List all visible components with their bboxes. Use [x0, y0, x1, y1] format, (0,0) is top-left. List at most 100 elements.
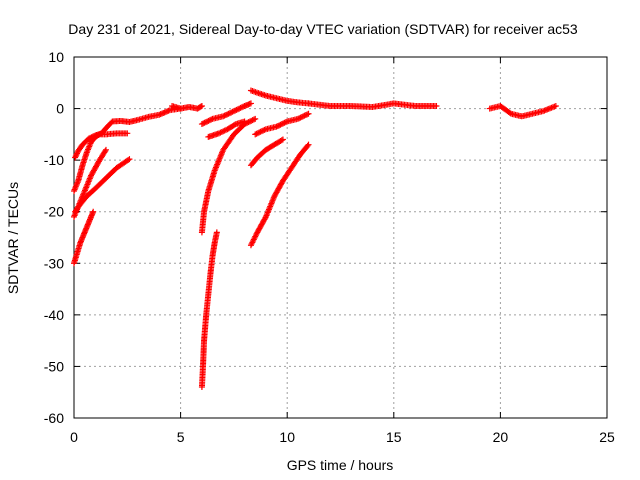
x-tick-label: 20: [493, 429, 509, 445]
data-point: [204, 118, 211, 125]
x-axis-label: GPS time / hours: [287, 457, 394, 473]
data-point: [245, 119, 252, 126]
y-tick-label: -50: [44, 358, 64, 374]
series-arc-8h-c: [247, 136, 286, 169]
series-arc-left-5: [71, 208, 97, 267]
data-point: [72, 153, 79, 160]
data-point: [298, 113, 305, 120]
data-point: [221, 112, 228, 119]
data-point: [305, 141, 312, 148]
data-point: [300, 113, 307, 120]
data-point: [198, 121, 205, 128]
data-point: [273, 123, 280, 130]
data-point: [72, 154, 79, 161]
series-arc-left-2: [71, 130, 131, 195]
data-points: [71, 87, 559, 391]
data-point: [233, 106, 240, 113]
data-point: [102, 146, 109, 153]
data-point: [241, 121, 248, 128]
data-point: [281, 119, 288, 126]
data-point: [297, 114, 304, 121]
series-arc-8h-deep: [247, 141, 312, 249]
data-point: [260, 127, 267, 134]
data-point: [277, 121, 284, 128]
data-point: [201, 119, 208, 126]
data-point: [232, 107, 239, 114]
data-point: [90, 208, 97, 215]
data-point: [231, 121, 238, 128]
data-point: [433, 102, 440, 109]
data-point: [208, 116, 215, 123]
data-point: [301, 112, 308, 119]
series-arc-20-22h: [486, 102, 559, 120]
series-arc-8h-top: [247, 87, 312, 107]
data-point: [254, 130, 261, 137]
data-point: [258, 128, 265, 135]
data-point: [125, 156, 132, 163]
plot-frame: [73, 56, 608, 419]
data-point: [228, 109, 235, 116]
data-point: [240, 103, 247, 110]
data-point: [279, 136, 286, 143]
x-tick-label: 10: [279, 429, 295, 445]
data-point: [126, 156, 133, 163]
y-tick-label: 10: [48, 49, 64, 65]
data-point: [249, 117, 256, 124]
data-point: [250, 116, 257, 123]
series-arc-8h-b: [252, 110, 312, 138]
data-point: [278, 137, 285, 144]
data-point: [198, 102, 205, 109]
data-point: [304, 142, 311, 149]
y-tick-label: -10: [44, 152, 64, 168]
data-point: [304, 111, 311, 118]
data-point: [197, 103, 204, 110]
y-tick-label: -30: [44, 255, 64, 271]
x-tick-label: 25: [599, 429, 615, 445]
data-point: [124, 130, 131, 137]
series-arc-6h-a: [198, 100, 254, 128]
x-tick-label: 5: [177, 429, 185, 445]
data-point: [95, 132, 102, 139]
series-arc-11-17h: [305, 100, 440, 111]
data-point: [246, 118, 253, 125]
data-point: [222, 112, 229, 119]
data-point: [244, 119, 251, 126]
data-point: [229, 108, 236, 115]
data-point: [202, 119, 209, 126]
data-point: [261, 126, 268, 133]
data-point: [242, 120, 249, 127]
data-point: [248, 117, 255, 124]
data-point: [296, 115, 303, 122]
chart-title: Day 231 of 2021, Sidereal Day-to-day VTE…: [68, 21, 578, 37]
data-point: [237, 104, 244, 111]
data-point: [206, 117, 213, 124]
data-point: [252, 115, 259, 122]
data-point: [224, 111, 231, 118]
data-point: [73, 151, 80, 158]
y-tick-label: -40: [44, 307, 64, 323]
data-point: [226, 110, 233, 117]
data-point: [274, 122, 281, 129]
series-arc-left-4: [72, 156, 133, 215]
data-point: [256, 129, 263, 136]
series-arc-6h-steep: [198, 115, 259, 236]
data-point: [276, 122, 283, 129]
y-tick-label: -60: [44, 410, 64, 426]
data-point: [506, 109, 513, 116]
x-tick-label: 0: [70, 429, 78, 445]
data-point: [257, 128, 264, 135]
data-point: [234, 106, 241, 113]
data-point: [247, 100, 254, 107]
data-point: [220, 113, 227, 120]
data-point: [305, 110, 312, 117]
y-axis-label: SDTVAR / TECUs: [5, 182, 21, 294]
data-point: [302, 112, 309, 119]
data-point: [253, 130, 260, 137]
data-point: [200, 120, 207, 127]
data-point: [102, 148, 109, 155]
y-tick-label: 0: [56, 101, 64, 117]
data-point: [230, 108, 237, 115]
data-point: [236, 105, 243, 112]
data-point: [213, 229, 220, 236]
